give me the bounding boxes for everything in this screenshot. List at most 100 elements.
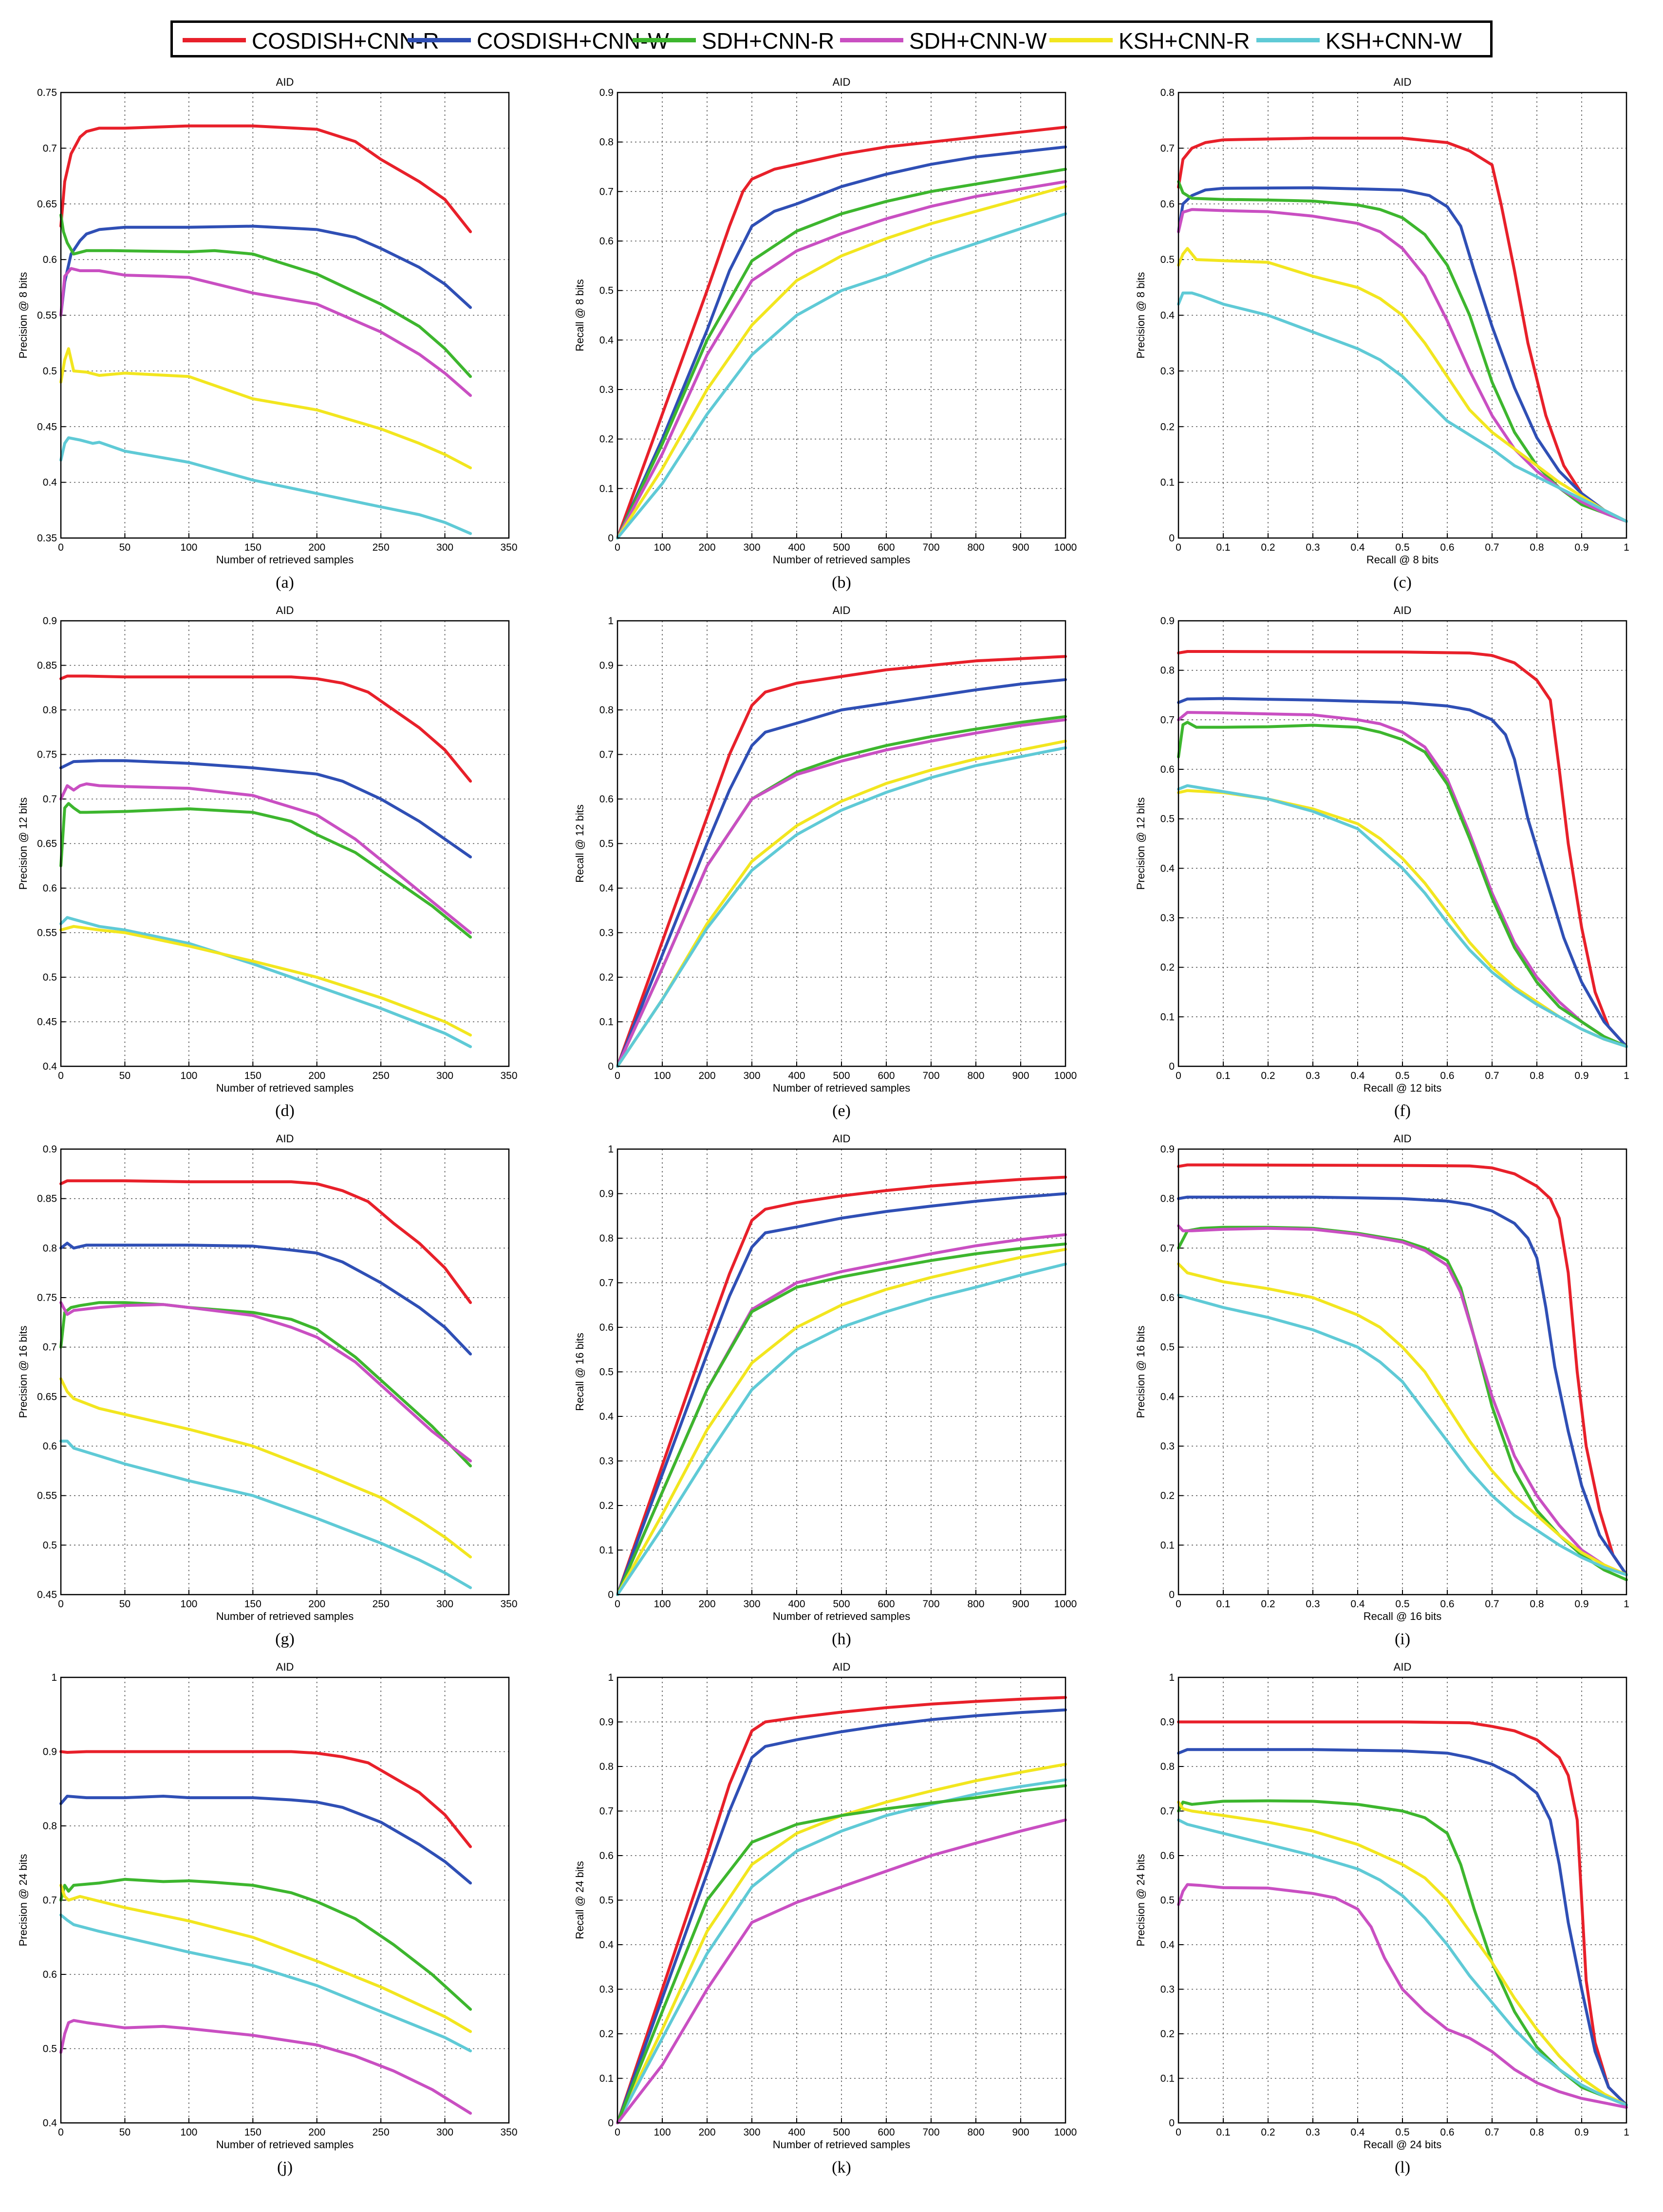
y-tick-label: 0.7 — [43, 1895, 57, 1906]
x-tick-label: 100 — [180, 2127, 197, 2138]
y-tick-label: 0.5 — [43, 972, 57, 983]
series-line — [1177, 1163, 1628, 1577]
y-tick-label: 0.1 — [1160, 477, 1175, 488]
series-line — [59, 2019, 472, 2115]
x-tick-label: 200 — [698, 542, 715, 553]
x-tick-label: 100 — [654, 542, 671, 553]
y-tick-label: 0.1 — [599, 483, 614, 494]
y-tick-label: 0.7 — [43, 143, 57, 154]
series-line — [1177, 1262, 1628, 1577]
y-tick-label: 0.8 — [43, 705, 57, 716]
series-line — [59, 1377, 472, 1559]
y-tick-label: 1 — [608, 1672, 614, 1683]
panel-label: (h) — [832, 1630, 851, 1648]
x-tick-label: 50 — [119, 542, 131, 553]
legend-swatch-0 — [183, 38, 246, 42]
panel-label: (l) — [1395, 2158, 1410, 2176]
y-tick-label: 0.3 — [1160, 912, 1175, 924]
x-tick-label: 300 — [743, 2127, 760, 2138]
plot-area — [617, 93, 1065, 538]
x-tick-label: 0.7 — [1485, 542, 1499, 553]
series-line — [59, 1914, 472, 2053]
y-tick-label: 0.45 — [37, 1017, 57, 1028]
x-tick-label: 200 — [308, 1070, 325, 1081]
y-tick-label: 0.5 — [599, 838, 614, 850]
x-tick-label: 150 — [244, 1070, 262, 1081]
x-tick-label: 50 — [119, 1070, 131, 1081]
series-line — [59, 347, 472, 469]
y-tick-label: 0.6 — [43, 883, 57, 894]
x-tick-label: 0.8 — [1530, 542, 1544, 553]
y-tick-label: 0.6 — [43, 1441, 57, 1452]
x-tick-label: 500 — [833, 1070, 850, 1081]
y-tick-label: 0.1 — [599, 1017, 614, 1028]
y-tick-label: 0.3 — [1160, 1984, 1175, 1995]
y-tick-label: 0.8 — [1160, 1761, 1175, 1772]
x-tick-label: 0.1 — [1216, 2127, 1230, 2138]
x-tick-label: 0 — [615, 2127, 620, 2138]
x-tick-label: 350 — [500, 542, 517, 553]
panel-label: (b) — [832, 574, 851, 592]
series-line — [1177, 1748, 1628, 2107]
series-line — [59, 1795, 472, 1885]
x-tick-label: 0 — [1176, 1070, 1181, 1081]
y-tick-label: 0.9 — [599, 1717, 614, 1728]
x-tick-label: 0.1 — [1216, 542, 1230, 553]
y-tick-label: 0.7 — [1160, 714, 1175, 725]
legend-swatch-3 — [840, 38, 903, 42]
x-tick-label: 150 — [244, 2127, 262, 2138]
x-tick-label: 1 — [1624, 542, 1629, 553]
y-tick-label: 1 — [51, 1672, 57, 1683]
chart-3: 0 0.1 0.2 0.3 0.4 0.5 0.6 0.7 0.8 0.9 1 0 0.1 0.2 0.3 0… — [1135, 76, 1629, 592]
x-tick-label: 1000 — [1054, 1070, 1077, 1081]
series-line — [616, 185, 1067, 539]
y-tick-label: 0.85 — [37, 660, 57, 671]
y-tick-label: 0.1 — [599, 2073, 614, 2084]
x-tick-label: 0.4 — [1350, 542, 1365, 553]
y-tick-label: 0 — [608, 2118, 614, 2129]
x-tick-label: 500 — [833, 2127, 850, 2138]
y-tick-label: 1 — [1169, 1672, 1175, 1683]
chart-4: 0 50 100 150 200 250 300 350 0.4 0.45 0.5 0.55 0.6 0.… — [17, 604, 518, 1120]
y-tick-label: 0.5 — [43, 2044, 57, 2055]
series-line — [1177, 291, 1628, 523]
y-tick-label: 0.9 — [43, 1144, 57, 1155]
x-tick-label: 0.7 — [1485, 1070, 1499, 1081]
x-tick-label: 0.1 — [1216, 1070, 1230, 1081]
x-tick-label: 400 — [788, 542, 805, 553]
x-tick-label: 0 — [58, 2127, 64, 2138]
x-tick-label: 250 — [373, 1599, 390, 1610]
y-tick-label: 0.9 — [599, 1189, 614, 1200]
x-tick-label: 0.4 — [1350, 1070, 1365, 1081]
x-tick-label: 0.3 — [1306, 542, 1320, 553]
chart-title: AID — [276, 1133, 294, 1145]
x-tick-label: 800 — [967, 1070, 984, 1081]
x-tick-label: 0.8 — [1530, 2127, 1544, 2138]
y-tick-label: 0.5 — [599, 1367, 614, 1378]
x-tick-label: 700 — [922, 1599, 939, 1610]
y-tick-label: 0.7 — [599, 186, 614, 197]
plot-frame — [1177, 1148, 1627, 1596]
y-tick-label: 0.5 — [599, 285, 614, 297]
series-line — [616, 1784, 1067, 2124]
series-line — [616, 1818, 1067, 2124]
y-tick-label: 0.55 — [37, 310, 57, 321]
x-tick-label: 350 — [500, 1070, 517, 1081]
chart-8: 0 100 200 300 400 500 600 700 800 900 1000 0 0.1 0.2 0… — [574, 1133, 1077, 1648]
y-axis-label: Recall @ 24 bits — [574, 1861, 586, 1939]
plot-frame — [60, 1148, 510, 1596]
series-line — [616, 746, 1067, 1068]
y-tick-label: 0.9 — [599, 660, 614, 671]
x-tick-label: 0 — [58, 1070, 64, 1081]
y-tick-label: 0.9 — [1160, 1144, 1175, 1155]
y-tick-label: 0.4 — [1160, 1939, 1175, 1951]
series-line — [59, 916, 472, 1048]
x-tick-label: 0.3 — [1306, 1070, 1320, 1081]
series-line — [59, 213, 472, 378]
series-line — [1177, 721, 1628, 1048]
series-line — [616, 1696, 1067, 2124]
y-tick-label: 0.6 — [1160, 199, 1175, 210]
y-tick-label: 0.65 — [37, 1391, 57, 1402]
series-line — [616, 1247, 1067, 1596]
y-axis-label: Precision @ 16 bits — [1135, 1326, 1147, 1418]
